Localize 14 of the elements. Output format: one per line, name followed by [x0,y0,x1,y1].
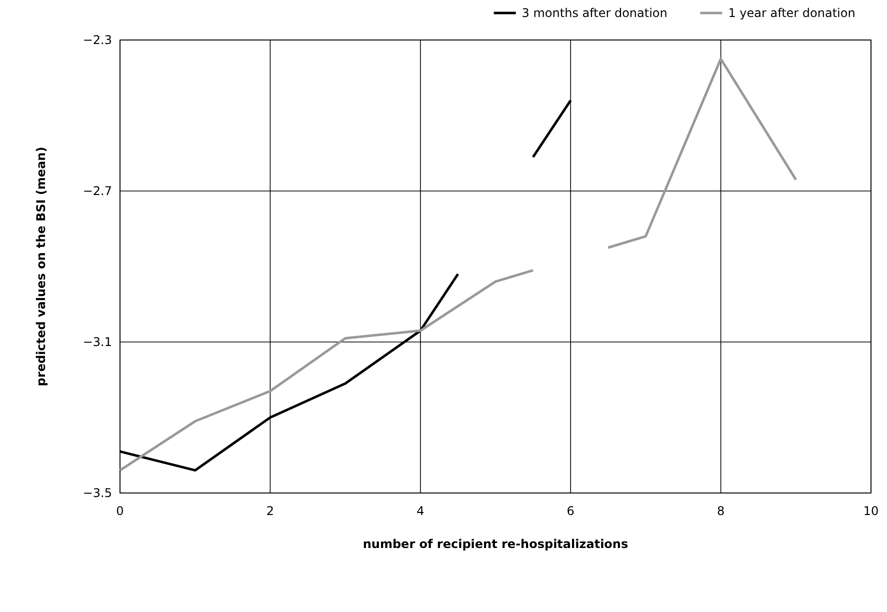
legend-label: 3 months after donation [522,6,668,20]
x-tick-label: 8 [716,504,725,518]
x-tick-label: 2 [266,504,274,518]
y-tick-label: −3.5 [82,486,112,500]
x-tick-label: 10 [863,504,879,518]
y-tick-label: −3.1 [82,335,112,349]
legend-label: 1 year after donation [728,6,856,20]
y-axis-title: predicted values on the BSI (mean) [34,146,48,386]
x-axis-title: number of recipient re-hospitalizations [362,537,628,551]
x-tick-label: 4 [416,504,424,518]
x-tick-label: 0 [116,504,124,518]
x-tick-label: 6 [566,504,574,518]
y-tick-label: −2.7 [82,184,112,198]
y-tick-label: −2.3 [82,33,112,47]
